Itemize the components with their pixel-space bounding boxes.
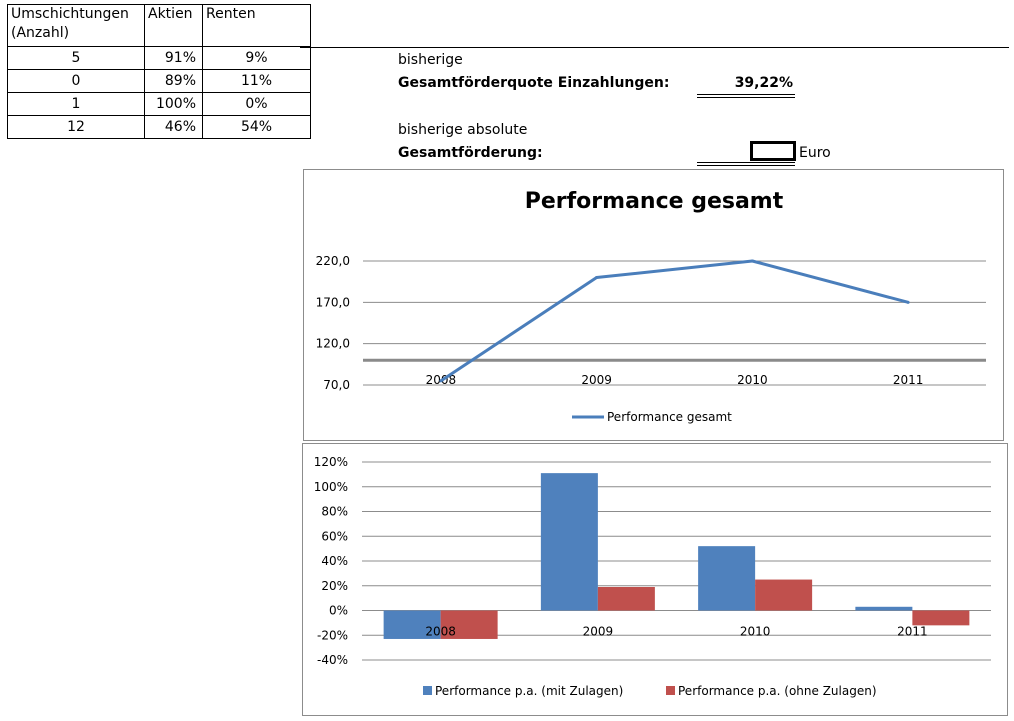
line-chart-frame: Performance gesamt 70,0 120,0 170,0 220,0 20… — [303, 169, 1004, 441]
y-tick-label: 170,0 — [316, 295, 350, 309]
bar — [855, 606, 913, 611]
cell: 0 — [7, 69, 145, 93]
line-chart-title: Performance gesamt — [525, 189, 784, 214]
abs-value-underline — [697, 162, 795, 166]
cell: 1 — [7, 92, 145, 116]
x-tick-label: 2011 — [893, 373, 924, 387]
legend-label: Performance gesamt — [607, 410, 732, 424]
table-header-row: Umschichtungen (Anzahl) Aktien Renten — [7, 4, 311, 47]
bar — [540, 473, 598, 611]
x-tick-label: 2011 — [897, 625, 928, 639]
line-chart: Performance gesamt 70,0 120,0 170,0 220,0 20… — [316, 189, 986, 424]
x-tick-label: 2008 — [425, 625, 456, 639]
y-tick-label: 120% — [314, 455, 348, 469]
quote-label-line1: bisherige — [398, 52, 463, 68]
bar — [440, 610, 498, 639]
header-aktien: Aktien — [144, 4, 203, 47]
y-tick-label: 0% — [329, 604, 348, 618]
table-row: 0 89% 11% — [7, 69, 311, 93]
allocation-table: Umschichtungen (Anzahl) Aktien Renten 5 9… — [7, 4, 311, 139]
cell: 54% — [202, 115, 311, 139]
quote-value-underline — [697, 94, 795, 98]
legend-swatch — [666, 686, 675, 695]
x-tick-label: 2010 — [740, 625, 771, 639]
y-tick-label: 220,0 — [316, 254, 350, 268]
data-point — [906, 300, 910, 304]
y-tick-label: 60% — [321, 529, 348, 543]
series-line-performance-gesamt — [440, 259, 909, 383]
cell: 91% — [144, 46, 203, 70]
y-tick-label: 40% — [321, 554, 348, 568]
data-point — [750, 259, 754, 263]
y-tick-label: 80% — [321, 505, 348, 519]
cell: 100% — [144, 92, 203, 116]
y-tick-label: 20% — [321, 579, 348, 593]
y-tick-label: 100% — [314, 480, 348, 494]
y-tick-label: 120,0 — [316, 337, 350, 351]
header-divider-line — [300, 47, 1009, 48]
legend-label: Performance p.a. (mit Zulagen) — [435, 684, 623, 698]
abs-unit: Euro — [799, 145, 831, 161]
table-row: 12 46% 54% — [7, 115, 311, 139]
cell: 12 — [7, 115, 145, 139]
bar — [698, 546, 756, 611]
x-tick-label: 2009 — [583, 625, 614, 639]
cell: 89% — [144, 69, 203, 93]
x-tick-label: 2009 — [581, 373, 612, 387]
table-row: 5 91% 9% — [7, 46, 311, 70]
bar — [597, 586, 655, 611]
bar — [912, 610, 970, 626]
abs-value-box[interactable] — [750, 141, 796, 161]
abs-label-line1: bisherige absolute — [398, 122, 528, 138]
quote-value: 39,22% — [734, 75, 793, 91]
header-umschichtungen: Umschichtungen (Anzahl) — [7, 4, 145, 47]
cell: 11% — [202, 69, 311, 93]
cell: 0% — [202, 92, 311, 116]
cell: 5 — [7, 46, 145, 70]
data-point — [595, 276, 599, 280]
bar-chart: -40% -20% 0% 20% 40% 60% 80% 100% 120% 2008 2009 20… — [314, 455, 991, 698]
bar — [383, 610, 441, 639]
y-tick-label: -40% — [317, 653, 348, 667]
legend-label: Performance p.a. (ohne Zulagen) — [678, 684, 877, 698]
y-tick-label: -20% — [317, 628, 348, 642]
header-renten: Renten — [202, 4, 311, 47]
x-tick-label: 2010 — [737, 373, 768, 387]
quote-label-line2: Gesamtförderquote Einzahlungen: — [398, 75, 670, 91]
abs-label-line2: Gesamtförderung: — [398, 145, 543, 161]
legend-swatch — [423, 686, 432, 695]
cell: 46% — [144, 115, 203, 139]
y-tick-label: 70,0 — [323, 378, 350, 392]
data-point — [439, 379, 443, 383]
bar-chart-frame: -40% -20% 0% 20% 40% 60% 80% 100% 120% 2008 2009 20… — [302, 443, 1008, 716]
bar — [755, 579, 813, 611]
table-row: 1 100% 0% — [7, 92, 311, 116]
cell: 9% — [202, 46, 311, 70]
